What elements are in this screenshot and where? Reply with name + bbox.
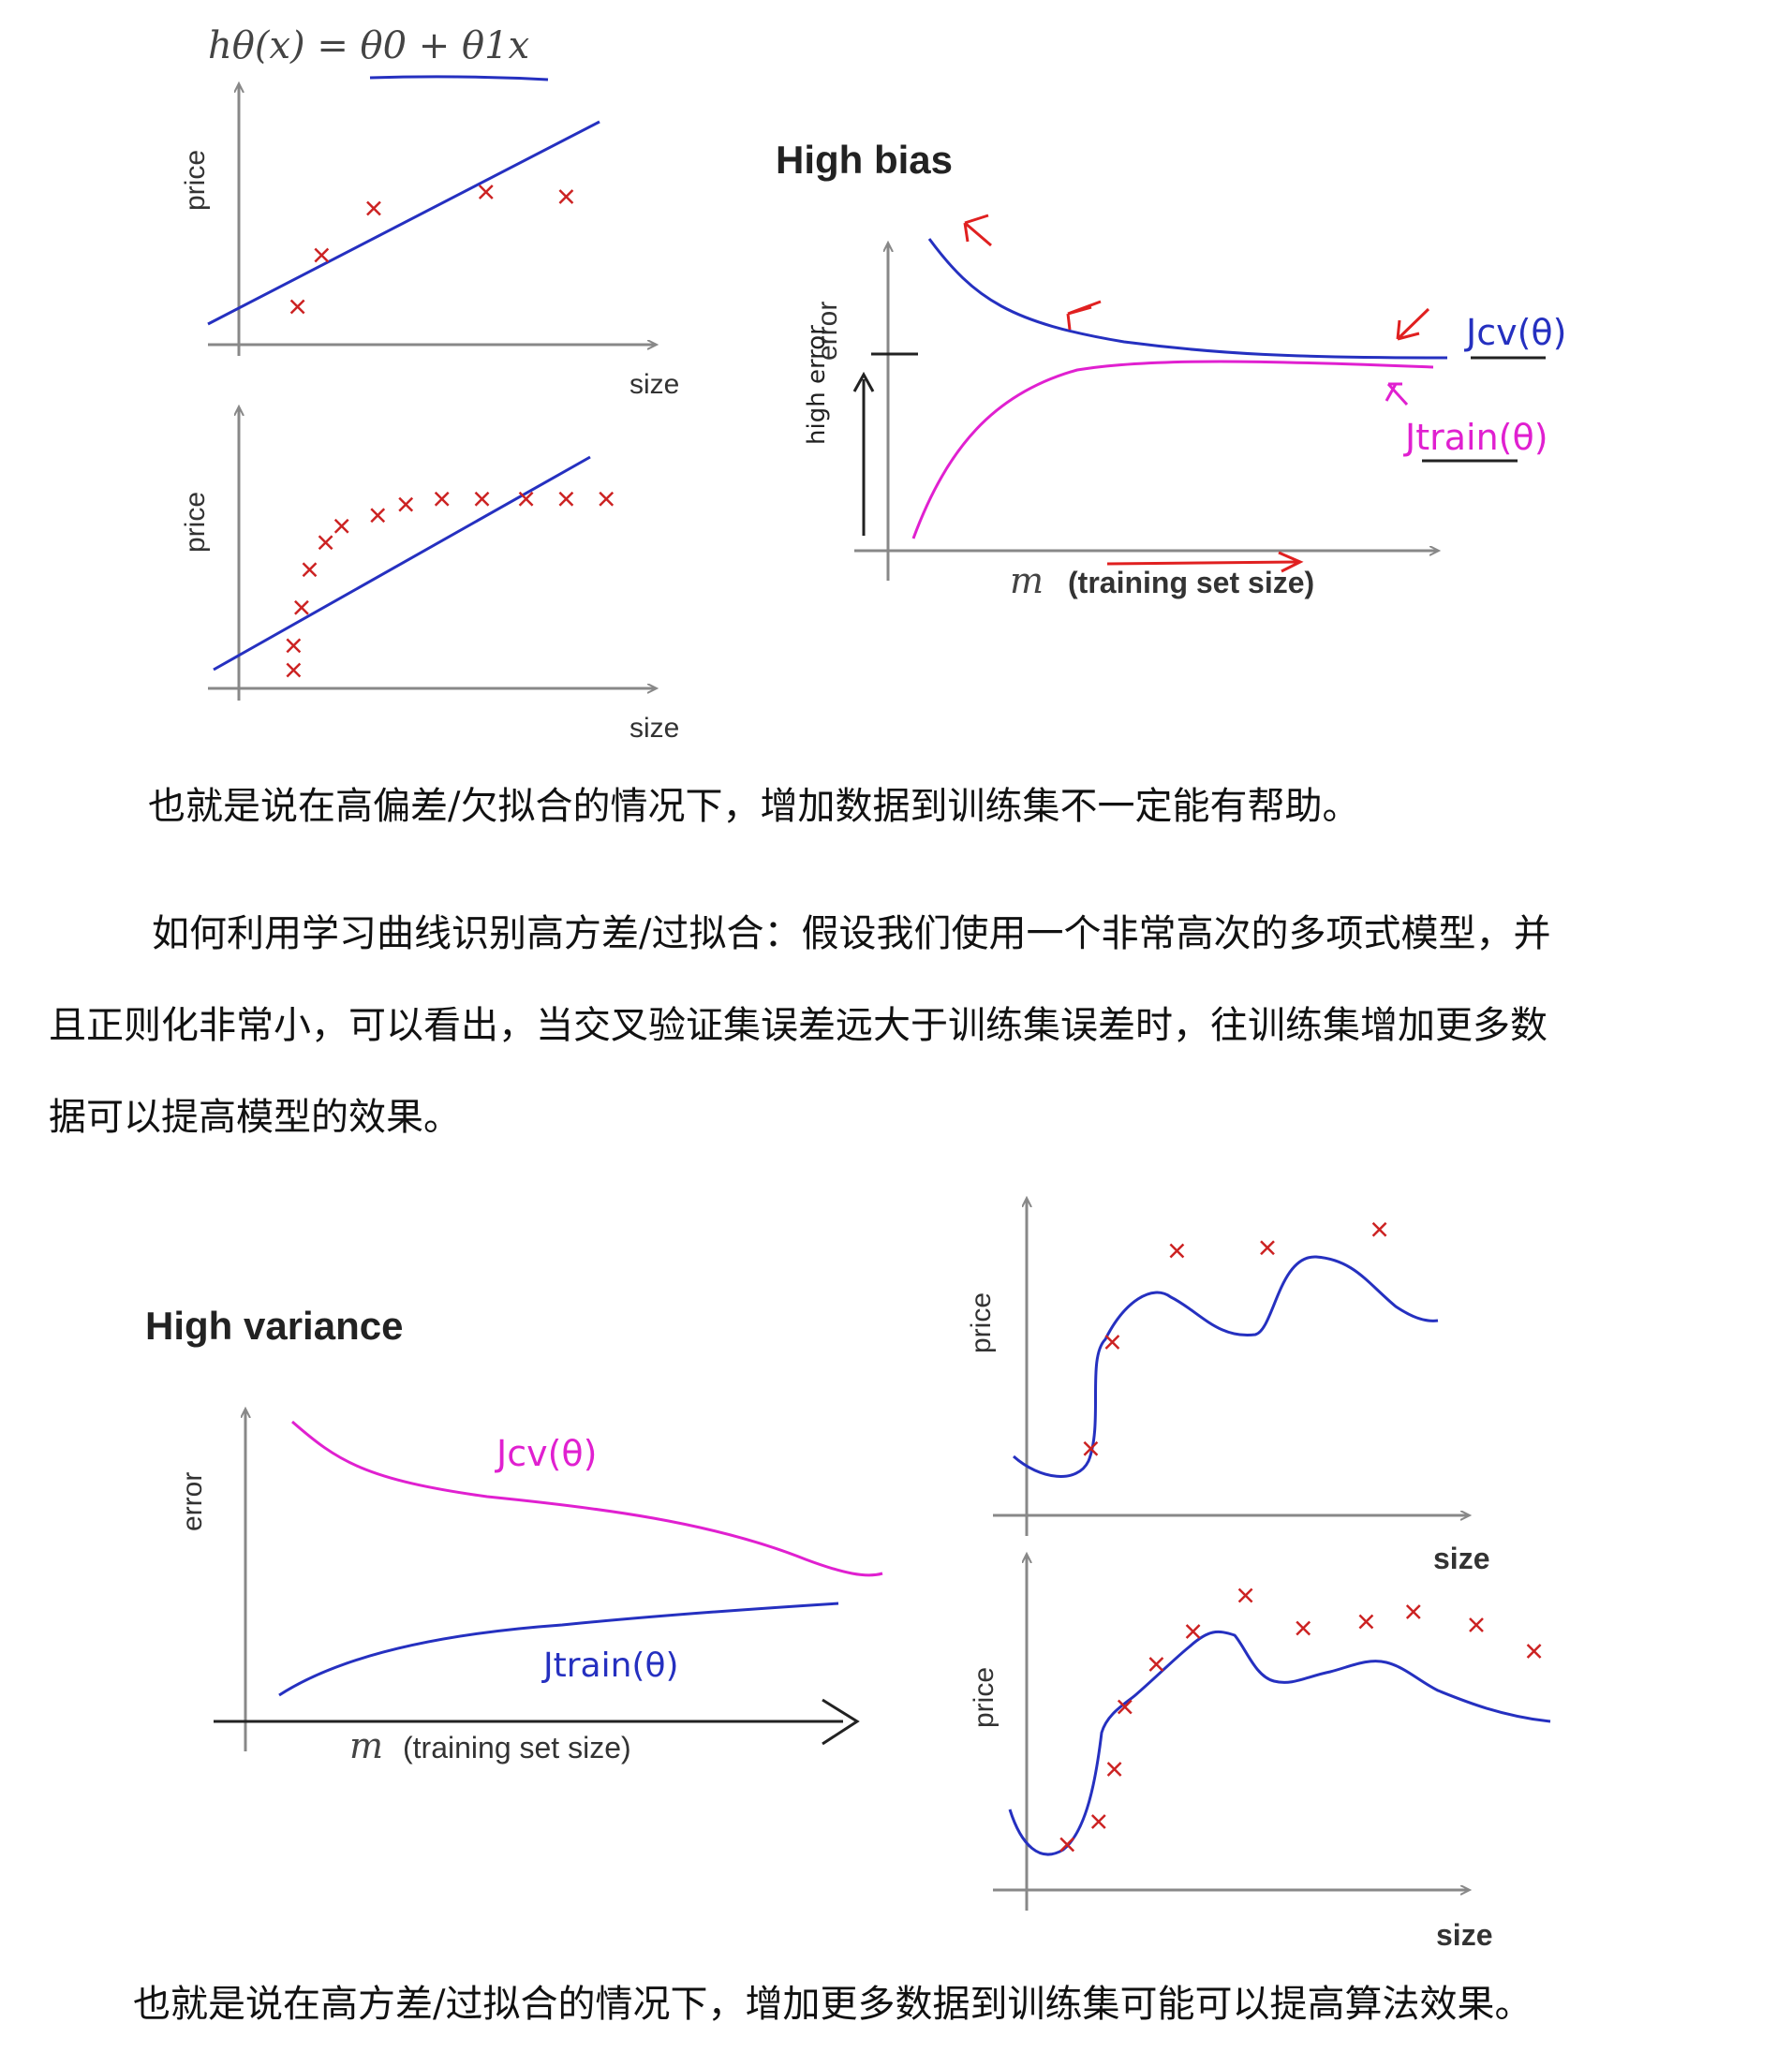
plot-linear-fit-1: hθ(x) = θ0 + θ1x price size: [180, 24, 679, 400]
formula-underline: [369, 75, 549, 81]
data-point-marker: [434, 491, 450, 507]
data-point-marker: [289, 299, 305, 315]
data-points: [1059, 1587, 1542, 1853]
x-axis-arrowhead: [822, 1698, 860, 1746]
y-axis-label: price: [969, 1667, 1000, 1728]
data-point-marker: [333, 518, 349, 534]
plot-overfit-2: price size: [969, 1555, 1551, 1952]
red-arrow-3: [1396, 307, 1430, 341]
data-point-marker: [1296, 1620, 1311, 1636]
high-variance-title: High variance: [145, 1304, 403, 1348]
jtrain-curve: [278, 1602, 839, 1697]
paragraph-line-3: 据可以提高模型的效果。: [49, 1096, 461, 1139]
data-point-marker: [398, 496, 414, 512]
jcv-curve: [927, 238, 1448, 360]
data-point-marker: [302, 562, 318, 578]
x-axis-label: size: [629, 713, 679, 744]
data-point-marker: [318, 535, 333, 551]
data-point-marker: [1237, 1587, 1253, 1603]
data-point-marker: [1104, 1335, 1120, 1350]
x-axis-m: m: [349, 1725, 383, 1766]
jtrain-label: Jtrain(θ): [1403, 417, 1548, 458]
plot-overfit-1: price size: [966, 1199, 1489, 1575]
paragraph-line-1: 如何利用学习曲线识别高方差/过拟合：假设我们使用一个非常高次的多项式模型，并: [152, 912, 1551, 955]
fit-curve: [1008, 1630, 1551, 1856]
fit-line: [213, 455, 591, 672]
fit-curve: [1013, 1255, 1439, 1478]
y-axis-label: error: [177, 1472, 208, 1531]
data-point-marker: [1059, 1837, 1075, 1853]
data-point-marker: [314, 247, 330, 263]
data-point-marker: [1371, 1221, 1387, 1237]
data-point-marker: [599, 491, 615, 507]
x-axis-label: size: [1433, 1542, 1489, 1575]
data-point-marker: [558, 491, 574, 507]
magenta-arrow: [1385, 382, 1409, 406]
y-axis-label: price: [180, 150, 211, 211]
data-points: [286, 491, 615, 678]
data-point-marker: [286, 638, 302, 654]
y-axis-label: price: [966, 1292, 997, 1353]
high-bias-title: High bias: [776, 138, 953, 182]
data-points: [289, 185, 574, 315]
jcv-curve: [291, 1420, 883, 1577]
data-point-marker: [286, 662, 302, 678]
red-arrow-head: [1278, 551, 1304, 573]
plot-linear-fit-2: price size: [180, 407, 679, 744]
x-axis-label: size: [629, 369, 679, 400]
data-point-marker: [1358, 1614, 1374, 1630]
data-point-marker: [474, 491, 490, 507]
paragraph-high-variance-conclusion: 也就是说在高方差/过拟合的情况下，增加更多数据到训练集可能可以提高算法效果。: [133, 1983, 1533, 2026]
data-points: [1083, 1221, 1387, 1456]
data-point-marker: [1106, 1762, 1122, 1777]
paragraph-high-variance-intro: 如何利用学习曲线识别高方差/过拟合：假设我们使用一个非常高次的多项式模型，并 且…: [49, 888, 1754, 1163]
jtrain-label: Jtrain(θ): [541, 1646, 679, 1685]
paragraph-line-2: 且正则化非常小，可以看出，当交叉验证集误差远大于训练集误差时，往训练集增加更多数: [49, 1004, 1548, 1047]
high-variance-curve-plot: High variance error m (training set size…: [145, 1304, 883, 1766]
red-arrow-m: [1106, 560, 1298, 566]
data-point-marker: [1526, 1644, 1542, 1659]
data-point-marker: [1260, 1240, 1275, 1256]
data-point-marker: [478, 185, 494, 199]
y-axis-label: price: [180, 492, 211, 553]
data-point-marker: [1148, 1657, 1164, 1672]
x-axis-label: (training set size): [403, 1731, 631, 1764]
data-point-marker: [1090, 1814, 1106, 1829]
red-arrow-2: [1066, 300, 1102, 331]
jcv-label: Jcv(θ): [1464, 312, 1567, 353]
red-arrow-1: [963, 214, 992, 247]
data-point-marker: [1117, 1699, 1133, 1715]
x-axis-label: size: [1436, 1918, 1492, 1952]
x-axis-label: (training set size): [1068, 566, 1314, 599]
data-point-marker: [370, 508, 386, 524]
jtrain-curve: [911, 360, 1434, 539]
jcv-label: Jcv(θ): [495, 1433, 598, 1474]
data-point-marker: [1185, 1624, 1201, 1639]
data-point-marker: [518, 491, 534, 507]
data-point-marker: [1169, 1243, 1185, 1259]
x-axis-m: m: [1010, 560, 1044, 601]
data-point-marker: [1405, 1604, 1421, 1619]
data-point-marker: [294, 599, 309, 615]
data-point-marker: [366, 200, 381, 216]
high-error-arrow-head: [852, 371, 875, 392]
fit-line: [207, 120, 600, 326]
paragraph-high-bias-conclusion: 也就是说在高偏差/欠拟合的情况下，增加数据到训练集不一定能有帮助。: [148, 785, 1360, 828]
data-point-marker: [558, 189, 574, 204]
data-point-marker: [1083, 1440, 1099, 1456]
y-axis-label: error: [812, 302, 843, 361]
high-bias-curve-plot: High bias error m (training set size) hi…: [776, 138, 1567, 601]
high-error-label: high error: [803, 325, 831, 445]
data-point-marker: [1469, 1617, 1484, 1632]
hypothesis-formula: hθ(x) = θ0 + θ1x: [208, 24, 529, 67]
